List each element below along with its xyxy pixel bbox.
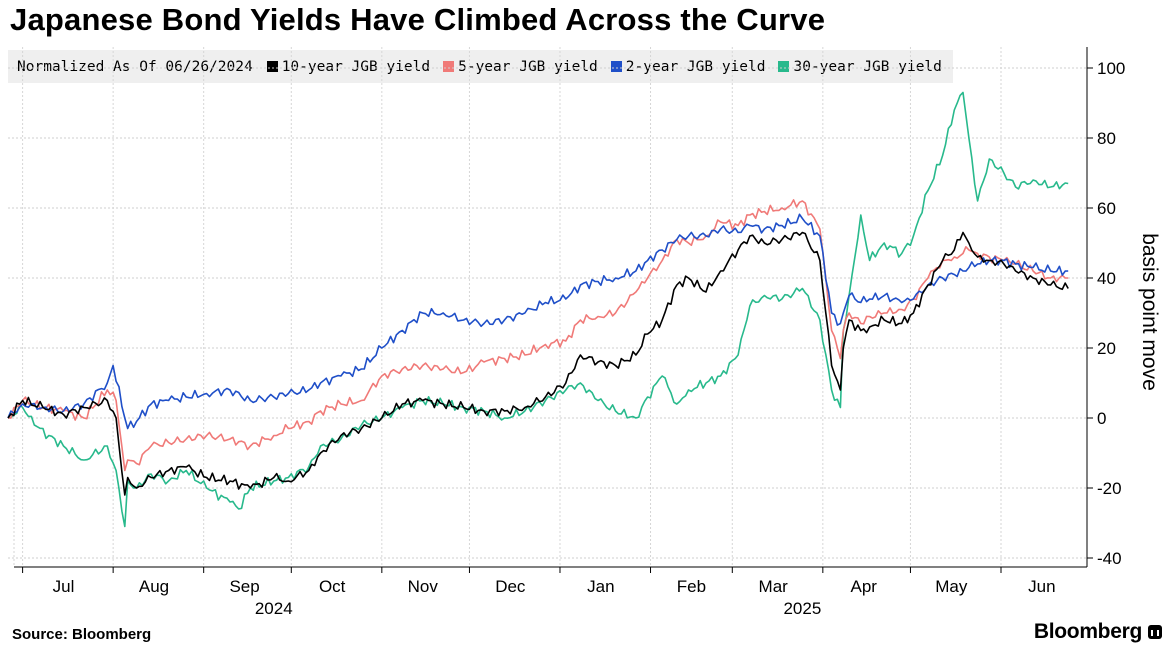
y-tick-label: 20 [1097,339,1116,358]
x-tick-label: Mar [759,577,789,596]
legend-item-10y: 10-year JGB yield [266,58,431,75]
series-line-10-year [7,231,1069,496]
x-tick-label: Dec [495,577,526,596]
gridlines [8,47,1087,567]
series-line-2-year [7,213,1069,430]
y-tick-label: 0 [1097,409,1106,428]
x-year-label: 2024 [255,599,293,618]
x-tick-label: May [935,577,968,596]
legend-label-2y: 2-year JGB yield [625,58,766,75]
x-tick-label: Feb [677,577,706,596]
legend-label-5y: 5-year JGB yield [458,58,598,75]
x-tick-label: Aug [139,577,169,596]
y-axis-title: basis point move [1138,233,1161,391]
legend-item-2y: 2-year JGB yield [610,58,766,75]
y-tick-label: 100 [1097,59,1125,78]
legend-item-5y: 5-year JGB yield [443,59,598,75]
legend-swatch-5y [443,61,455,72]
x-tick-label: Sep [229,577,259,596]
x-tick-label: Jul [53,577,75,596]
source-note: Source: Bloomberg [12,626,152,643]
chart-title: Japanese Bond Yields Have Climbed Across… [10,2,826,37]
legend-swatch-2y [610,61,622,72]
y-tick-label: 80 [1097,129,1116,148]
series-line-5-year [7,199,1069,472]
bloomberg-logo: Bloomberg [1034,620,1162,644]
x-tick-label: Oct [319,577,346,596]
x-tick-label: Nov [408,577,439,596]
x-tick-label: Jun [1028,577,1055,596]
y-tick-label: 60 [1097,199,1116,218]
series-line-30-year [7,91,1069,528]
legend-swatch-30y [778,61,790,72]
legend-label-10y: 10-year JGB yield [281,58,431,75]
series-lines [7,91,1069,528]
legend-bar: Normalized As Of 06/26/2024 10-year JGB … [8,50,953,83]
y-tick-label: -20 [1097,479,1122,498]
legend-label-30y: 30-year JGB yield [793,58,942,75]
normalization-note: Normalized As Of 06/26/2024 [17,58,253,75]
legend-item-30y: 30-year JGB yield [778,58,942,75]
y-tick-label: -40 [1097,549,1122,568]
legend-swatch-10y [266,61,278,72]
bloomberg-mark-icon [1148,625,1162,639]
x-tick-label: Apr [850,577,877,596]
x-year-label: 2025 [783,599,821,618]
axes: 100 80 60 40 20 0 -20 -40 Jul Aug Sep Oct Nov Dec Jan F… [14,47,1125,618]
x-tick-label: Jan [587,577,614,596]
brand-text: Bloomberg [1033,620,1142,643]
y-tick-label: 40 [1097,269,1116,288]
